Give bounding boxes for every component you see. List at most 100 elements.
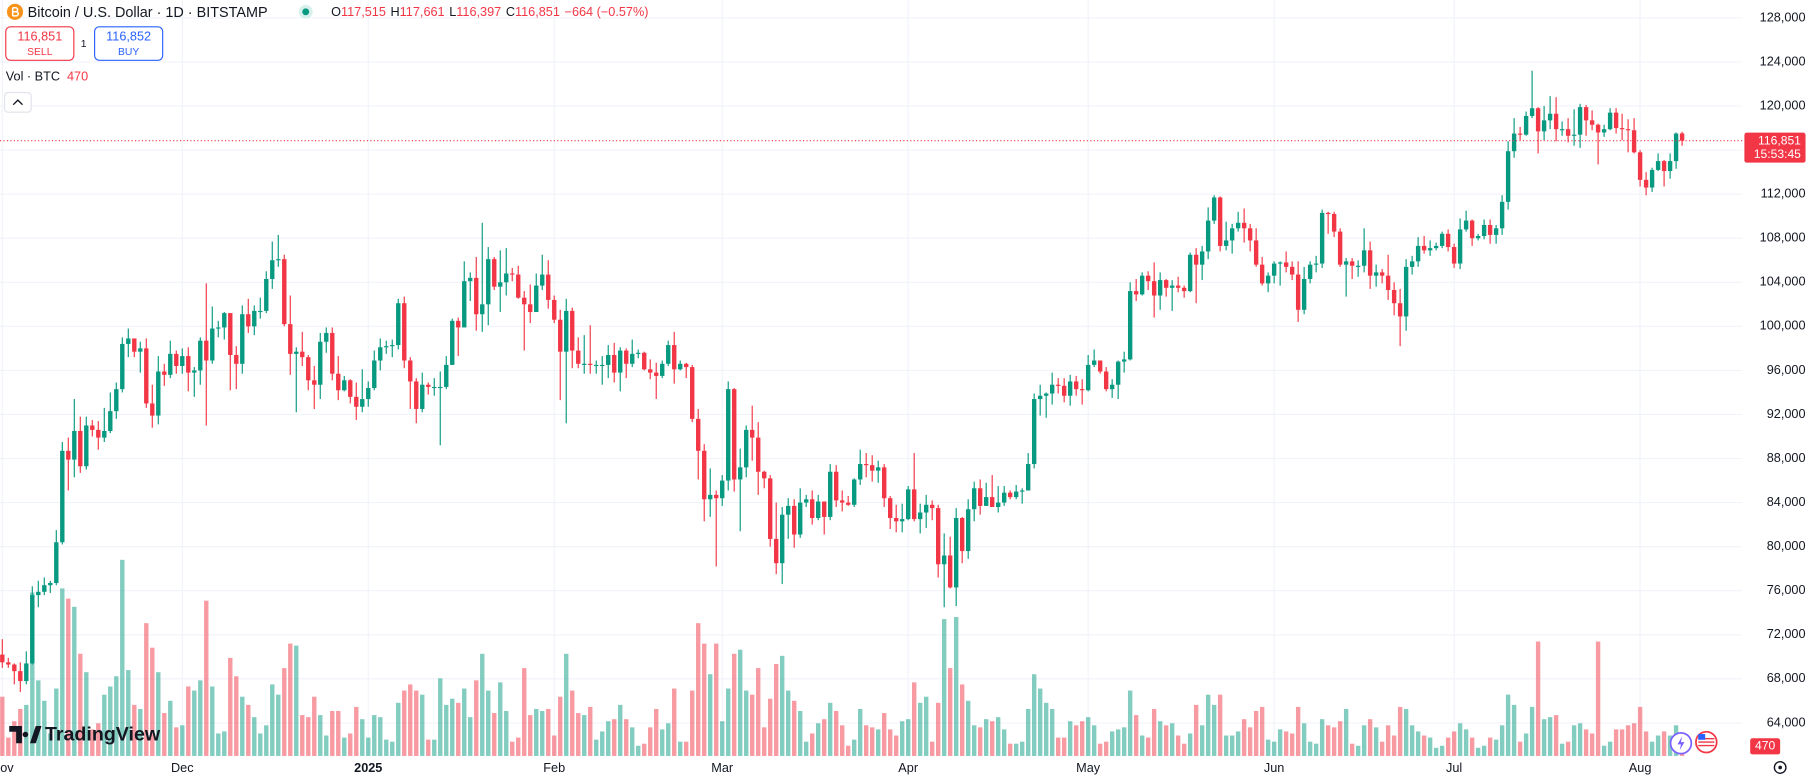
volume-bar bbox=[546, 708, 551, 756]
candle-body bbox=[294, 351, 299, 354]
sell-button[interactable] bbox=[5, 26, 75, 61]
volume-bar bbox=[228, 657, 233, 756]
volume-bar bbox=[696, 623, 701, 756]
symbol-title[interactable]: Bitcoin / U.S. Dollar · 1D · BITSTAMP bbox=[28, 5, 268, 21]
candle-body bbox=[792, 505, 797, 535]
candle-body bbox=[1439, 233, 1445, 246]
candle-body bbox=[474, 277, 479, 315]
candle-body bbox=[1313, 263, 1319, 265]
volume-bar bbox=[72, 606, 77, 756]
volume-bar bbox=[594, 739, 599, 756]
volume-bar bbox=[600, 731, 605, 756]
volume-bar bbox=[168, 700, 173, 756]
candle-body bbox=[534, 285, 539, 313]
candle-body bbox=[720, 480, 725, 499]
volume-bar bbox=[822, 719, 827, 756]
collapse-button[interactable] bbox=[4, 91, 32, 113]
candle-body bbox=[1127, 291, 1133, 360]
buy-label: BUY bbox=[118, 47, 139, 58]
buy-price: 116,852 bbox=[106, 30, 151, 44]
volume-bar bbox=[858, 708, 863, 756]
ohlc-value: 117,661 bbox=[400, 5, 445, 19]
volume-bar bbox=[1487, 737, 1493, 756]
candle-body bbox=[468, 277, 473, 282]
candle-body bbox=[1295, 274, 1301, 310]
candle-body bbox=[252, 310, 257, 327]
volume-bar bbox=[1421, 735, 1427, 756]
volume-bar bbox=[336, 711, 341, 756]
volume-bar bbox=[1151, 708, 1157, 756]
candle-body bbox=[228, 313, 233, 355]
volume-bar bbox=[36, 680, 41, 756]
buy-button[interactable] bbox=[94, 26, 164, 61]
volume-bar bbox=[192, 690, 197, 756]
volume-bar bbox=[558, 696, 563, 756]
candle-body bbox=[1343, 261, 1349, 265]
candle-body bbox=[540, 274, 545, 286]
candle-body bbox=[1433, 245, 1439, 249]
volume-bar bbox=[941, 619, 947, 756]
candle-body bbox=[288, 324, 293, 354]
y-tick-label: 108,000 bbox=[1760, 231, 1806, 245]
x-tick-label: Apr bbox=[898, 761, 919, 775]
volume-bar bbox=[234, 676, 239, 756]
volume-bar bbox=[354, 706, 359, 756]
volume-legend: Vol · BTC 470 bbox=[6, 70, 88, 84]
volume-bar bbox=[378, 717, 383, 756]
volume-bar bbox=[1193, 704, 1199, 756]
candle-body bbox=[780, 514, 785, 564]
volume-bar bbox=[1619, 729, 1625, 756]
candle-body bbox=[1367, 250, 1373, 276]
candle-body bbox=[96, 429, 101, 438]
candle-body bbox=[150, 403, 155, 416]
volume-bar bbox=[1655, 735, 1661, 756]
volume-bar bbox=[666, 723, 671, 756]
volume-bar bbox=[786, 690, 791, 756]
volume-bar bbox=[390, 741, 395, 756]
candle-body bbox=[726, 389, 731, 481]
volume-bar bbox=[1301, 723, 1307, 756]
volume-bar bbox=[276, 694, 281, 756]
volume-bar bbox=[114, 676, 119, 756]
economic-event-flag bbox=[1698, 734, 1706, 740]
volume-bar bbox=[1085, 717, 1091, 756]
candle-body bbox=[1565, 129, 1571, 136]
volume-bar bbox=[48, 733, 53, 756]
candle-body bbox=[1571, 134, 1577, 136]
candle-body bbox=[768, 478, 773, 539]
candle-body bbox=[1451, 247, 1457, 264]
volume-bar bbox=[1403, 708, 1409, 756]
settings-icon[interactable] bbox=[1773, 761, 1787, 774]
symbol-icon-glyph bbox=[11, 7, 19, 17]
candle-body bbox=[1235, 222, 1241, 229]
candle-body bbox=[1475, 236, 1481, 239]
volume-bar bbox=[570, 690, 575, 756]
volume-bar bbox=[1397, 706, 1403, 756]
ohlc-change: −664 (−0.57%) bbox=[565, 5, 649, 19]
candle-body bbox=[258, 310, 263, 313]
candle-body bbox=[600, 364, 605, 367]
volume-bar bbox=[905, 719, 911, 756]
candle-body bbox=[144, 348, 149, 404]
volume-bar bbox=[1337, 721, 1343, 756]
volume-bar bbox=[468, 717, 473, 756]
candle-body bbox=[90, 425, 95, 430]
volume-bar bbox=[24, 704, 29, 756]
candle-body bbox=[1499, 201, 1505, 229]
volume-bar bbox=[1523, 733, 1529, 756]
candle-body bbox=[114, 389, 119, 412]
volume-bar bbox=[1091, 725, 1097, 756]
candle-body bbox=[264, 278, 269, 311]
volume-bar bbox=[342, 737, 347, 756]
volume-bar bbox=[738, 649, 743, 756]
volume-bar bbox=[1025, 708, 1031, 756]
candle-body bbox=[426, 384, 431, 387]
volume-bar bbox=[1601, 745, 1607, 756]
volume-bar bbox=[1133, 715, 1139, 756]
x-tick-label: May bbox=[1076, 761, 1101, 775]
candle-body bbox=[546, 274, 551, 300]
candle-body bbox=[456, 320, 461, 328]
candle-body bbox=[588, 363, 593, 365]
candle-body bbox=[1679, 133, 1685, 141]
volume-bar bbox=[995, 717, 1001, 756]
